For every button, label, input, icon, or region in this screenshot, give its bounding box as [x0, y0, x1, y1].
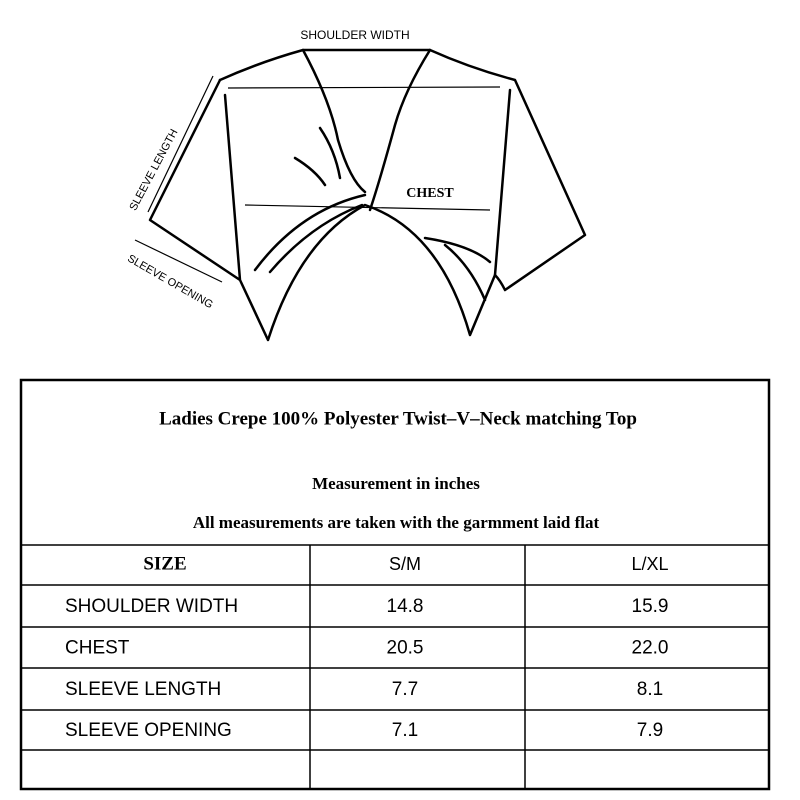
header-cell: L/XL — [631, 554, 668, 574]
garment-outline — [218, 48, 587, 292]
header-cell: S/M — [389, 554, 421, 574]
measurement: 22.0 — [632, 638, 669, 659]
row-label: SHOULDER WIDTH — [65, 596, 238, 617]
chest-line — [244, 204, 491, 211]
header-cell: SIZE — [143, 553, 186, 574]
shoulder-line — [227, 86, 501, 89]
garment-outline — [148, 78, 497, 342]
table-title: Ladies Crepe 100% Polyester Twist–V–Neck… — [159, 408, 637, 429]
sleeve-length-line — [147, 75, 214, 213]
measurement: 8.1 — [637, 679, 663, 700]
measurement: 7.7 — [392, 679, 418, 700]
shoulder-width-label: SHOULDER WIDTH — [300, 28, 409, 42]
row-label: SLEEVE LENGTH — [65, 679, 221, 700]
neckline — [301, 48, 432, 212]
measurement: 7.1 — [392, 720, 418, 741]
drape-folds — [253, 126, 492, 302]
sleeve-opening-line — [134, 239, 223, 283]
measurement: 15.9 — [632, 596, 669, 617]
row-label: CHEST — [65, 638, 130, 659]
size-table: Ladies Crepe 100% Polyester Twist–V–Neck… — [19, 378, 771, 791]
measurement: 7.9 — [637, 720, 663, 741]
row-label: SLEEVE OPENING — [65, 720, 232, 741]
garment-diagram: SHOULDER WIDTH CHEST SLEEVE LENGTH SLEEV… — [125, 28, 587, 342]
measurement: 20.5 — [387, 638, 424, 659]
table-subtitle: Measurement in inches — [312, 474, 480, 493]
chest-label: CHEST — [406, 186, 454, 201]
sleeve-opening-label: SLEEVE OPENING — [125, 253, 215, 312]
measurement: 14.8 — [387, 596, 424, 617]
table-note: All measurements are taken with the garm… — [193, 513, 600, 532]
